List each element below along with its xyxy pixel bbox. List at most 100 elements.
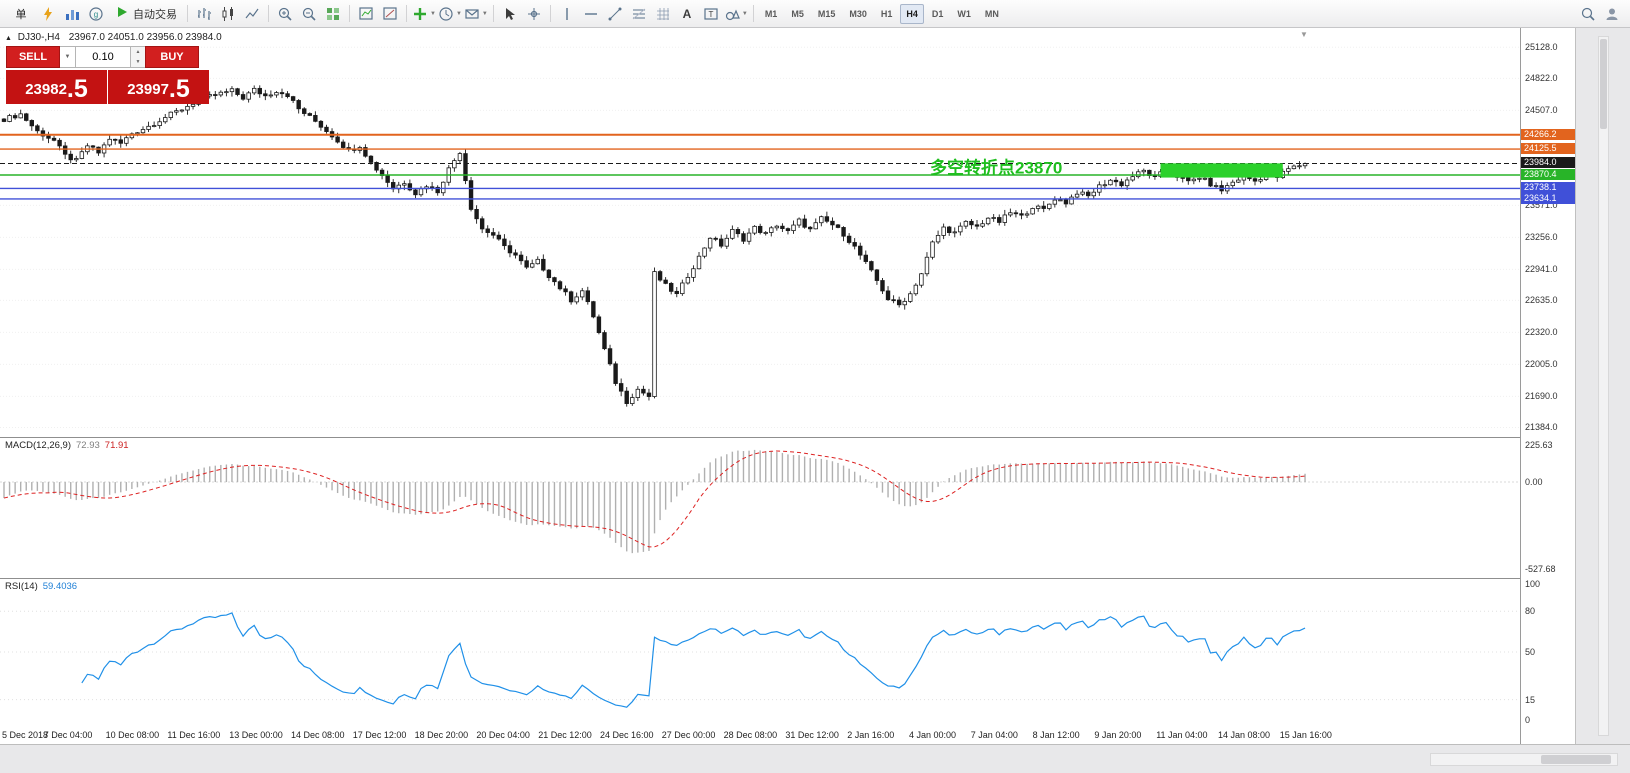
indicator-list-icon[interactable] xyxy=(355,3,377,25)
rsi-scale-label: 50 xyxy=(1525,647,1536,657)
time-axis-label: 7 Dec 04:00 xyxy=(43,730,93,740)
timeframe-h1-button[interactable]: H1 xyxy=(880,8,893,19)
symbol-name: DJ30-,H4 xyxy=(17,32,60,43)
volume-stepper[interactable]: ▲ ▼ xyxy=(131,46,145,68)
price-axis-label: 22320.0 xyxy=(1525,327,1558,338)
toolbar-separator xyxy=(268,5,269,22)
tile-windows-icon[interactable] xyxy=(322,3,344,25)
price-fraction-digits: .5 xyxy=(168,75,190,103)
time-axis-label: 13 Dec 00:00 xyxy=(229,730,283,740)
price-tag-23738.1: 23738.1 xyxy=(1521,182,1575,194)
search-icon[interactable] xyxy=(1577,3,1599,25)
market-watch-icon[interactable] xyxy=(61,3,83,25)
timeframe-w1-button[interactable]: W1 xyxy=(957,8,971,19)
zoom-in-icon[interactable] xyxy=(274,3,296,25)
time-axis-label: 11 Dec 16:00 xyxy=(167,730,221,740)
toolbar-separator xyxy=(406,5,407,22)
price-main-digits: 23997 xyxy=(127,81,169,98)
price-tag-23634.1: 23634.1 xyxy=(1521,192,1575,204)
volume-up-icon[interactable]: ▲ xyxy=(135,49,141,55)
toolbar-separator xyxy=(349,5,350,22)
text-a-icon[interactable]: A xyxy=(676,3,698,25)
buy-button[interactable]: BUY xyxy=(145,46,199,68)
line-chart-icon[interactable] xyxy=(241,3,263,25)
templates-icon[interactable]: ▼ xyxy=(464,3,488,25)
vertical-scrollbar-thumb[interactable] xyxy=(1600,39,1607,129)
timeframe-h4-button[interactable]: H4 xyxy=(900,3,924,24)
buy-price-display[interactable]: 23997.5 xyxy=(108,70,209,104)
add-indicator-icon[interactable]: ▼ xyxy=(412,3,436,25)
price-main-digits: 23982 xyxy=(25,81,67,98)
price-tag-24266.2: 24266.2 xyxy=(1521,128,1575,140)
zoom-out-icon[interactable] xyxy=(298,3,320,25)
autotrading-button[interactable]: 自动交易 xyxy=(108,3,183,25)
timeframe-m5-button[interactable]: M5 xyxy=(791,8,804,19)
toolbar-separator xyxy=(492,5,494,22)
vertical-line-icon[interactable] xyxy=(556,3,578,25)
chart-annotation-text: 多空转折点23870 xyxy=(930,157,1062,177)
price-tag-23870.4: 23870.4 xyxy=(1521,168,1575,180)
cursor-icon[interactable] xyxy=(499,3,521,25)
text-box-icon[interactable]: T xyxy=(700,3,722,25)
bar-chart-icon[interactable] xyxy=(193,3,215,25)
timeframe-m30-button[interactable]: M30 xyxy=(849,8,867,19)
timeframe-mn-button[interactable]: MN xyxy=(984,8,999,19)
svg-text:T: T xyxy=(708,10,713,19)
new-order-button[interactable]: 单 xyxy=(15,8,27,21)
macd-panel-divider[interactable] xyxy=(0,437,1575,438)
time-axis-label: 2 Jan 16:00 xyxy=(847,730,895,740)
macd-indicator-canvas[interactable] xyxy=(0,437,1520,578)
price-tag-24125.5: 24125.5 xyxy=(1521,143,1575,155)
time-axis[interactable]: 5 Dec 2018 7 Dec 04:00 10 Dec 08:00 11 Dec … xyxy=(0,726,1520,744)
sell-button[interactable]: SELL xyxy=(6,46,60,68)
crosshair-icon[interactable] xyxy=(523,3,545,25)
rsi-scale-label: 15 xyxy=(1525,694,1536,705)
horizontal-line-icon[interactable] xyxy=(580,3,602,25)
price-tag-23984.0: 23984.0 xyxy=(1521,157,1575,169)
scroll-to-end-marker[interactable]: ▼ xyxy=(1300,30,1308,39)
time-axis-label: 15 Jan 16:00 xyxy=(1279,730,1332,740)
rsi-panel-divider[interactable] xyxy=(0,578,1575,579)
horizontal-scrollbar-thumb[interactable] xyxy=(1541,755,1611,764)
candlestick-chart-icon[interactable] xyxy=(217,3,239,25)
grid-icon[interactable] xyxy=(652,3,674,25)
rsi-value: 59.4036 xyxy=(42,581,78,592)
volume-dropdown-icon[interactable]: ▼ xyxy=(60,46,76,68)
time-axis-label: 9 Jan 20:00 xyxy=(1094,730,1142,740)
autotrading-label: 自动交易 xyxy=(133,8,177,21)
shapes-icon[interactable]: ▼ xyxy=(724,3,748,25)
rsi-name: RSI(14) xyxy=(5,581,38,592)
volume-down-icon[interactable]: ▼ xyxy=(135,59,141,65)
trendline-icon[interactable] xyxy=(604,3,626,25)
horizontal-scrollbar[interactable] xyxy=(1430,753,1618,766)
time-axis-label: 24 Dec 16:00 xyxy=(600,730,654,740)
rsi-indicator-canvas[interactable] xyxy=(0,578,1520,726)
chart-ohlc-header: ▲ DJ30-,H4 23967.0 24051.0 23956.0 23984… xyxy=(5,32,222,43)
lightning-icon[interactable] xyxy=(37,3,59,25)
globe-icon[interactable]: g xyxy=(85,3,107,25)
ohlc-values: 23967.0 24051.0 23956.0 23984.0 xyxy=(68,32,222,43)
chart-window: 多空转折点23870 ▲ DJ30-,H4 23967.0 24051.0 23… xyxy=(0,28,1575,744)
time-axis-label: 14 Jan 08:00 xyxy=(1218,730,1271,740)
timeframe-m15-button[interactable]: M15 xyxy=(817,8,836,19)
main-chart-canvas[interactable]: 多空转折点23870 xyxy=(0,28,1520,437)
svg-text:A: A xyxy=(683,7,692,21)
timeframe-m1-button[interactable]: M1 xyxy=(764,8,778,19)
community-icon[interactable] xyxy=(1601,3,1623,25)
time-axis-label: 28 Dec 08:00 xyxy=(723,730,778,740)
volume-input[interactable] xyxy=(76,46,131,68)
vertical-scrollbar[interactable] xyxy=(1598,36,1609,736)
price-axis-label: 23256.0 xyxy=(1525,232,1558,243)
price-axis[interactable]: 25128.0 24822.0 24507.0 23571.0 23256.0 22941… xyxy=(1520,28,1575,744)
timeframe-d1-button[interactable]: D1 xyxy=(931,8,944,19)
sell-price-display[interactable]: 23982.5 xyxy=(6,70,107,104)
period-icon[interactable]: ▼ xyxy=(438,3,462,25)
time-axis-label: 5 Dec 2018 xyxy=(2,730,49,740)
symbol-marker-icon: ▲ xyxy=(5,35,12,42)
fibonacci-icon[interactable] xyxy=(628,3,650,25)
right-panel-strip xyxy=(1575,28,1630,744)
objects-list-icon[interactable] xyxy=(379,3,401,25)
toolbar-separator xyxy=(549,5,551,22)
rsi-label: RSI(14) 59.4036 xyxy=(5,581,77,592)
